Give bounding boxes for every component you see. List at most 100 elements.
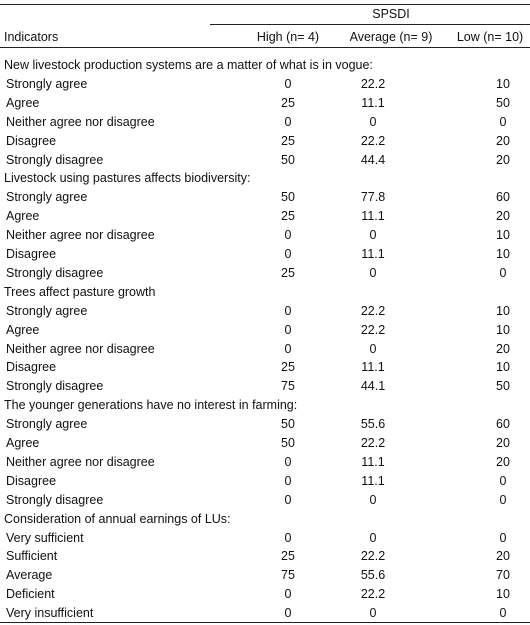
cell-value: 20 [496,436,510,450]
row-label: Average [6,568,53,583]
cell-value: 0 [284,303,292,318]
cell-value: 0 [369,492,377,507]
cell-value: 20 [496,341,510,356]
group-rule [210,24,530,25]
row-label: Strongly disagree [6,379,104,394]
row-label: Agree [6,322,40,337]
row-label: Very sufficient [6,530,84,545]
cell-value: 0 [284,606,292,621]
cell-value: 60 [496,417,510,432]
row-label: Very insufficient [6,606,94,621]
column-header: Low (n= 10) [456,30,524,44]
cell-value: 0 [284,247,292,261]
row-label: Disagree [6,247,57,261]
row-label: Neither agree nor disagree [6,454,155,469]
row-label: Neither agree nor disagree [6,114,155,129]
row-label: Strongly agree [6,190,88,205]
cell-value: 0 [499,265,507,280]
cell-value: 10 [496,322,510,337]
section-title: The younger generations have no interest… [4,398,298,413]
cell-value: 10 [496,228,510,243]
cell-value: 10 [496,360,510,375]
column-header: Indicators [4,30,59,44]
cell-value: 50 [281,190,295,205]
cell-value: 11.1 [361,209,385,224]
cell-value: 0 [284,341,292,356]
cell-value: 22.2 [360,303,386,318]
cell-value: 50 [496,379,510,394]
cell-value: 10 [496,587,510,602]
cell-value: 20 [496,549,510,564]
cell-value: 10 [496,76,510,91]
section-title: Livestock using pastures affects biodive… [4,171,251,186]
column-header: High (n= 4) [256,30,320,44]
row-label: Strongly agree [6,76,88,91]
row-label: Agree [6,209,40,224]
column-header: Average (n= 9) [349,30,433,44]
cell-value: 0 [499,606,507,621]
cell-value: 25 [281,360,295,375]
cell-value: 11.1 [361,360,385,375]
row-label: Strongly agree [6,303,88,318]
cell-value: 60 [496,190,510,205]
row-label: Neither agree nor disagree [6,228,155,243]
cell-value: 22.2 [360,133,386,148]
cell-value: 50 [281,436,295,450]
cell-value: 0 [369,606,377,621]
cell-value: 55.6 [360,568,386,583]
cell-value: 0 [369,341,377,356]
top-rule [0,4,530,5]
row-label: Agree [6,436,40,450]
cell-value: 50 [281,152,295,167]
row-label: Deficient [6,587,55,602]
cell-value: 0 [284,530,292,545]
row-label: Neither agree nor disagree [6,341,155,356]
cell-value: 50 [281,417,295,432]
cell-value: 0 [499,114,507,129]
cell-value: 11.1 [361,473,385,488]
cell-value: 20 [496,152,510,167]
cell-value: 0 [284,587,292,602]
section-title: Trees affect pasture growth [4,284,156,299]
section-title: Consideration of annual earnings of LUs: [4,511,231,526]
cell-value: 22.2 [360,322,386,337]
cell-value: 22.2 [360,587,386,602]
cell-value: 0 [369,265,377,280]
header-rule [0,47,530,48]
cell-value: 25 [281,265,295,280]
cell-value: 0 [499,492,507,507]
cell-value: 55.6 [360,417,386,432]
cell-value: 44.1 [360,379,386,394]
cell-value: 0 [369,530,377,545]
cell-value: 70 [496,568,510,583]
cell-value: 20 [496,209,510,224]
cell-value: 0 [369,228,377,243]
cell-value: 10 [496,303,510,318]
cell-value: 50 [496,95,510,110]
cell-value: 0 [284,473,292,488]
cell-value: 0 [284,76,292,91]
cell-value: 0 [284,454,292,469]
cell-value: 0 [499,530,507,545]
cell-value: 25 [281,209,295,224]
row-label: Agree [6,95,40,110]
row-label: Strongly disagree [6,265,104,280]
cell-value: 22.2 [360,76,386,91]
cell-value: 10 [496,247,510,261]
cell-value: 11.1 [361,454,385,469]
cell-value: 11.1 [361,247,385,261]
cell-value: 44.4 [360,152,386,167]
row-label: Disagree [6,133,57,148]
cell-value: 0 [284,228,292,243]
cell-value: 0 [284,114,292,129]
cell-value: 11.1 [361,95,385,110]
cell-value: 0 [284,322,292,337]
cell-value: 20 [496,133,510,148]
row-label: Strongly disagree [6,152,104,167]
bottom-rule [0,622,530,623]
cell-value: 0 [369,114,377,129]
row-label: Disagree [6,360,57,375]
cell-value: 75 [281,379,295,394]
cell-value: 25 [281,133,295,148]
